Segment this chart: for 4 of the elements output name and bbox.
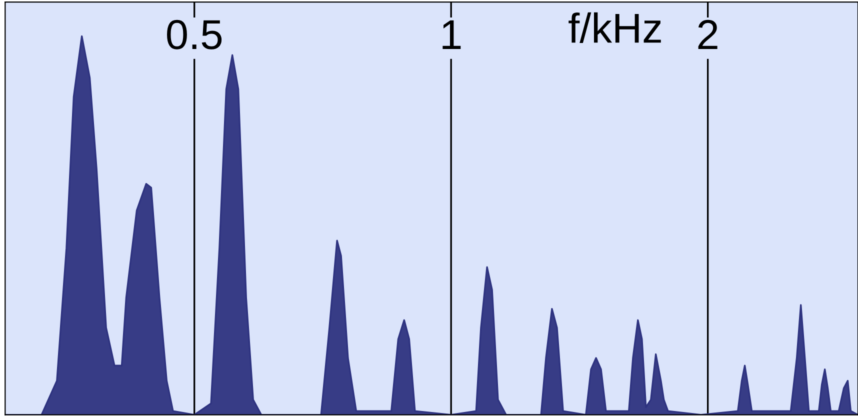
- x-axis-title: f/kHz: [568, 12, 661, 44]
- x-tick-label: 1: [442, 20, 461, 50]
- x-tick-label: 2: [698, 20, 718, 50]
- x-tick-label: 0.5: [167, 20, 222, 50]
